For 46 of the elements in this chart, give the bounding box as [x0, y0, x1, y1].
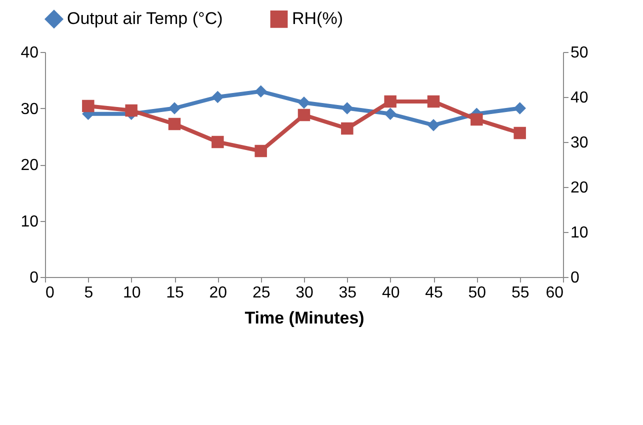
point	[298, 96, 310, 109]
x-tick-label: 50	[468, 284, 486, 302]
x-tick-label: 15	[166, 284, 184, 302]
point	[341, 102, 354, 114]
point	[298, 108, 310, 122]
x-axis-title: Time (Minutes)	[244, 308, 364, 328]
y-tick-label: 20	[20, 157, 39, 174]
x-tick-label: 45	[425, 284, 443, 302]
x-tick-label: 60	[546, 284, 564, 302]
legend-label: Output air Temp (°C)	[67, 9, 223, 28]
point	[212, 90, 224, 104]
x-tick-label: 25	[252, 284, 270, 302]
y2-tick-label: 50	[570, 44, 588, 62]
point	[427, 119, 440, 132]
point	[514, 102, 526, 114]
point	[470, 113, 483, 126]
y2-tick-label: 40	[570, 90, 588, 106]
y-tick-label: 10	[20, 213, 39, 230]
point	[384, 108, 396, 120]
point	[384, 95, 396, 108]
point	[514, 126, 526, 140]
y-tick-label: 40	[20, 44, 39, 62]
y2-tick-label: 30	[570, 134, 588, 152]
x-tick-label: 40	[382, 284, 400, 302]
x-tick-label: 10	[122, 284, 141, 302]
legend-label: RH(%)	[292, 9, 343, 28]
y2-tick-label: 10	[570, 224, 588, 242]
x-tick-label: 5	[84, 284, 94, 302]
y-tick-label: 0	[30, 270, 39, 286]
point	[82, 100, 94, 112]
y-tick-label: 30	[20, 100, 39, 118]
point	[427, 95, 440, 108]
point	[168, 118, 181, 130]
x-tick-label: 20	[209, 284, 228, 302]
y2-tick-label: 20	[570, 180, 588, 196]
y2-tick-label: 0	[570, 270, 580, 286]
point	[254, 85, 267, 98]
x-tick-label: 0	[46, 284, 54, 302]
point	[254, 144, 267, 158]
point	[168, 102, 181, 114]
point	[212, 136, 224, 148]
point	[125, 104, 138, 117]
x-tick-label: 55	[511, 284, 530, 302]
point	[341, 122, 354, 135]
x-tick-label: 30	[296, 284, 314, 302]
x-tick-label: 35	[338, 284, 357, 302]
